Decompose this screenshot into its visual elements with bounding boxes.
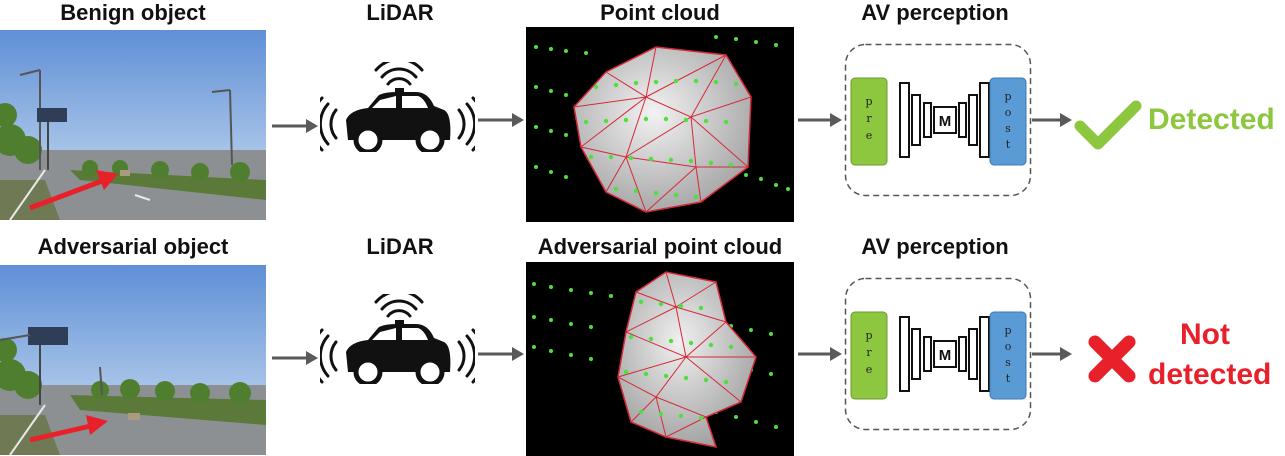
svg-text:s: s bbox=[1005, 356, 1011, 369]
result-detected: Detected bbox=[1148, 103, 1275, 136]
header-lidar-top: LiDAR bbox=[366, 0, 434, 25]
right-arrow-icon bbox=[478, 347, 524, 361]
right-arrow-icon bbox=[272, 119, 318, 133]
header-adversarial-object: Adversarial object bbox=[37, 234, 229, 259]
right-arrow-icon bbox=[1032, 113, 1072, 127]
right-arrow-icon bbox=[1032, 347, 1072, 361]
svg-text:p: p bbox=[1004, 90, 1011, 103]
right-arrow-icon bbox=[798, 113, 842, 127]
svg-text:p: p bbox=[865, 95, 872, 108]
right-arrow-icon bbox=[798, 347, 842, 361]
autonomous-car-icon bbox=[320, 294, 475, 384]
header-adversarial-point-cloud: Adversarial point cloud bbox=[537, 234, 783, 259]
svg-text:o: o bbox=[1005, 340, 1012, 353]
av-perception-pipeline: p r e M p o s t bbox=[844, 43, 1032, 197]
svg-text:r: r bbox=[866, 346, 872, 359]
av-perception-pipeline: p r e M p o s t bbox=[844, 277, 1032, 431]
adversarial-road-photo bbox=[0, 265, 266, 455]
svg-text:s: s bbox=[1005, 122, 1011, 135]
svg-text:e: e bbox=[866, 363, 873, 376]
check-mark-icon bbox=[1074, 100, 1142, 150]
benign-point-cloud-image bbox=[526, 27, 794, 222]
benign-road-photo bbox=[0, 30, 266, 220]
result-not-detected-line1: Not bbox=[1180, 318, 1230, 351]
svg-text:p: p bbox=[1004, 324, 1011, 337]
right-arrow-icon bbox=[478, 113, 524, 127]
header-benign-object: Benign object bbox=[60, 0, 206, 25]
svg-text:t: t bbox=[1006, 138, 1011, 151]
result-not-detected-line2: detected bbox=[1148, 358, 1272, 391]
svg-text:t: t bbox=[1006, 372, 1011, 385]
svg-text:p: p bbox=[865, 329, 872, 342]
autonomous-car-icon bbox=[320, 62, 475, 152]
svg-text:M: M bbox=[939, 113, 952, 130]
adversarial-point-cloud-image bbox=[526, 262, 794, 456]
header-point-cloud: Point cloud bbox=[600, 0, 720, 25]
svg-text:M: M bbox=[939, 347, 952, 364]
header-av-perception-top: AV perception bbox=[861, 0, 1009, 25]
right-arrow-icon bbox=[272, 351, 318, 365]
svg-text:r: r bbox=[866, 112, 872, 125]
svg-text:o: o bbox=[1005, 106, 1012, 119]
cross-mark-icon bbox=[1088, 335, 1136, 383]
header-lidar-bottom: LiDAR bbox=[366, 234, 434, 259]
header-av-perception-bottom: AV perception bbox=[861, 234, 1009, 259]
svg-text:e: e bbox=[866, 129, 873, 142]
